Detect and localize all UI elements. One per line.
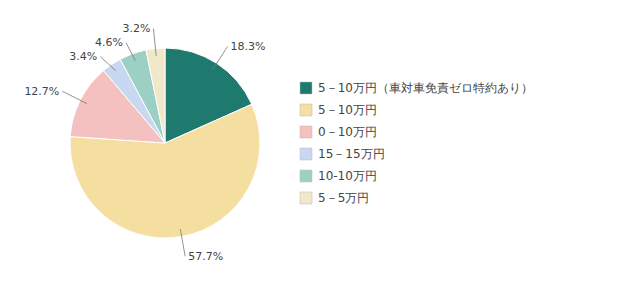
legend-label: 10-10万円 (318, 169, 377, 183)
legend-item: 15－15万円 (300, 147, 385, 161)
data-label: 18.3% (231, 40, 266, 53)
legend-swatch (300, 104, 312, 116)
legend-swatch (300, 148, 312, 160)
leader-line (62, 91, 87, 103)
legend-swatch (300, 170, 312, 182)
slice (146, 48, 165, 143)
slices (70, 48, 260, 238)
legend-item: 0－10万円 (300, 125, 377, 139)
pie: 18.3% 57.7% 12.7% 3.4%4.6%3.2% (24, 22, 265, 263)
legend-label: 5－5万円 (318, 191, 369, 205)
data-label: 3.4% (69, 50, 97, 63)
legend: 5－10万円（車対車免責ゼロ特約あり） 5－10万円 0－10万円 15－15万円 10… (300, 81, 533, 205)
data-label: 3.2% (122, 22, 150, 35)
legend-label: 5－10万円（車対車免責ゼロ特約あり） (318, 81, 533, 95)
data-labels: 18.3% 57.7% 12.7% 3.4%4.6%3.2% (24, 22, 265, 263)
legend-item: 5－10万円（車対車免責ゼロ特約あり） (300, 81, 533, 95)
legend-label: 15－15万円 (318, 147, 385, 161)
legend-item: 5－10万円 (300, 103, 377, 117)
leader-line (153, 29, 156, 56)
legend-swatch (300, 82, 312, 94)
leader-line (100, 57, 116, 71)
leader-line (213, 47, 228, 70)
leader-line (126, 43, 135, 61)
legend-label: 0－10万円 (318, 125, 377, 139)
legend-item: 5－5万円 (300, 191, 369, 205)
data-label: 12.7% (24, 85, 59, 98)
legend-label: 5－10万円 (318, 103, 377, 117)
chart: 18.3% 57.7% 12.7% 3.4%4.6%3.2% 5－10万円（車対車免責ゼ… (0, 0, 623, 286)
data-label: 57.7% (188, 250, 223, 263)
data-label: 4.6% (95, 36, 123, 49)
legend-swatch (300, 192, 312, 204)
leader-line (180, 229, 185, 256)
legend-swatch (300, 126, 312, 138)
legend-item: 10-10万円 (300, 169, 377, 183)
